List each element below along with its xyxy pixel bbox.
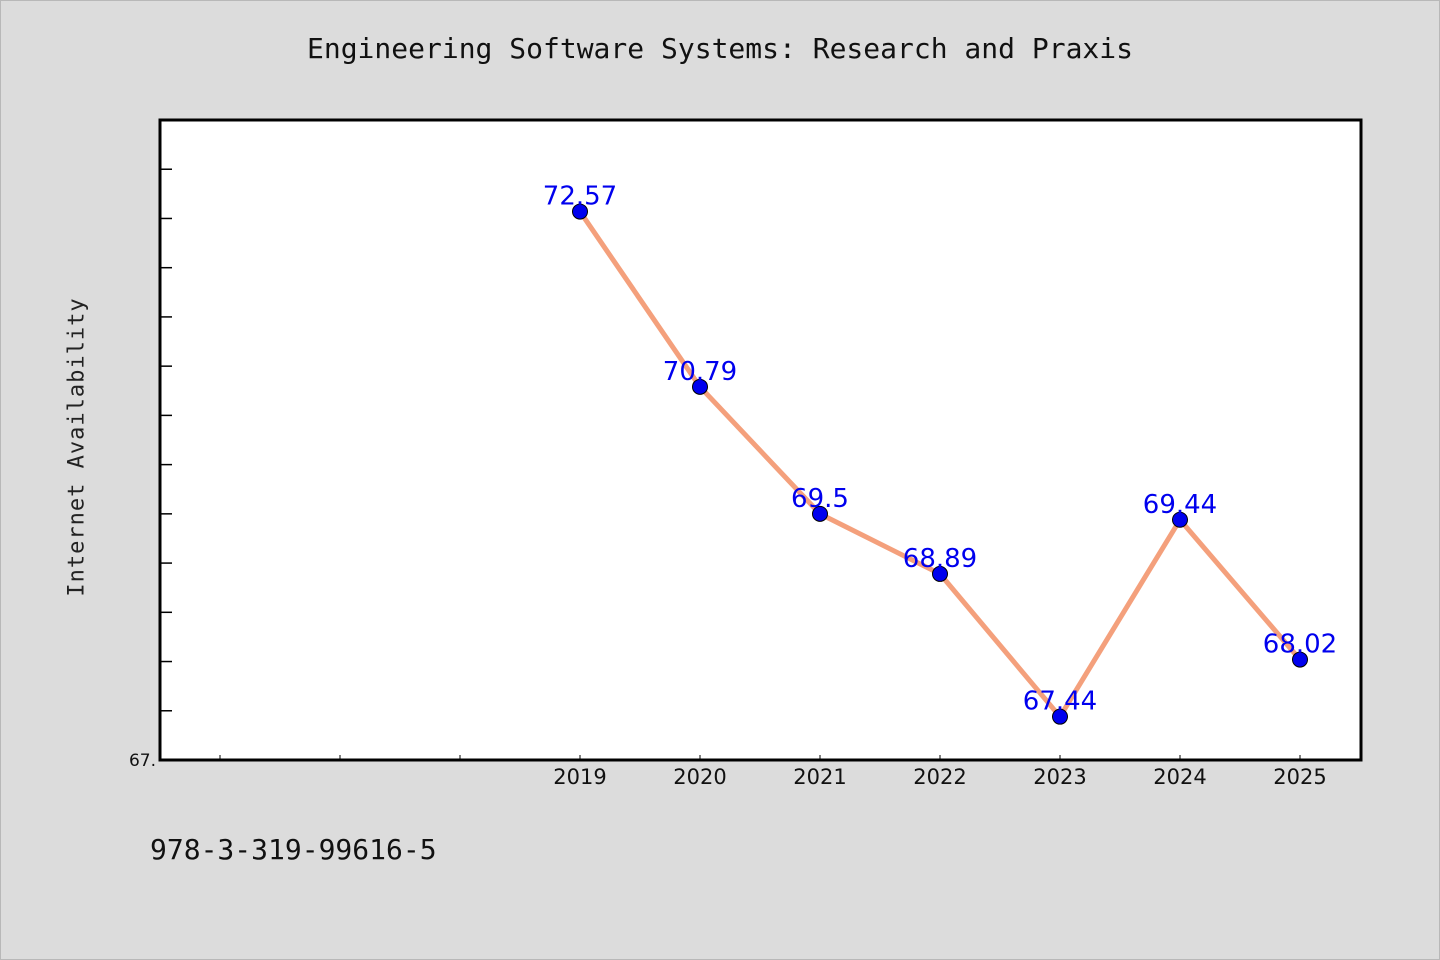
data-labels: 72.57 70.79 69.5 68.89 67.44 69.44 68.02: [543, 182, 1337, 717]
y-tick-label: 67.: [129, 751, 156, 771]
x-tick-label: 2021: [793, 765, 846, 789]
plot-area: [158, 118, 1363, 762]
data-label: 72.57: [543, 182, 617, 212]
data-label: 68.89: [903, 544, 977, 574]
y-axis-ticks: 67.: [129, 119, 172, 771]
data-label: 68.02: [1263, 630, 1337, 660]
data-point: [572, 203, 588, 220]
series-markers: [572, 203, 1308, 725]
data-point: [932, 565, 948, 582]
data-label: 69.44: [1143, 490, 1217, 520]
x-tick-label: 2025: [1273, 765, 1326, 789]
data-label: 67.44: [1023, 687, 1097, 717]
data-point: [1052, 708, 1068, 725]
data-point: [1292, 651, 1308, 668]
x-axis-ticks: 2019 2020 2021 2022 2023 2024 2025: [219, 755, 1327, 789]
data-point: [1172, 511, 1188, 528]
data-label: 69.5: [791, 484, 849, 514]
x-tick-label: 2019: [553, 765, 606, 789]
chart-title: Engineering Software Systems: Research a…: [306, 32, 1133, 65]
x-tick-label: 2022: [913, 765, 966, 789]
x-tick-label: 2023: [1033, 765, 1086, 789]
data-label: 70.79: [663, 357, 737, 387]
data-point: [812, 505, 828, 522]
x-tick-label: 2024: [1153, 765, 1206, 789]
data-point: [692, 378, 708, 395]
x-tick-label: 2020: [673, 765, 726, 789]
isbn-text: 978-3-319-99616-5: [150, 833, 437, 866]
